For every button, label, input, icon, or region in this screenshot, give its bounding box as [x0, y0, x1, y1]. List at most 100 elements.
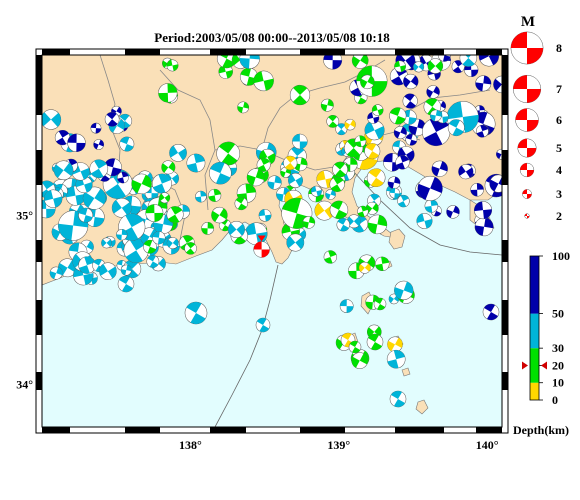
- earthquake-mechanism: [366, 168, 386, 188]
- earthquake-mechanism: [344, 118, 356, 131]
- earthquake-mechanism: [258, 208, 272, 222]
- earthquake-mechanism: [184, 242, 197, 255]
- earthquake-mechanism: [117, 171, 129, 184]
- magnitude-legend-symbol: [522, 189, 532, 199]
- earthquake-mechanism: [255, 317, 271, 333]
- earthquake-mechanism: [351, 55, 369, 69]
- earthquake-mechanism: [329, 200, 349, 220]
- earthquake-mechanism: [478, 55, 499, 67]
- earthquake-mechanism: [394, 280, 414, 300]
- earthquake-mechanism: [431, 160, 448, 177]
- magnitude-legend-label: 5: [556, 141, 562, 155]
- earthquake-mechanism: [145, 204, 164, 222]
- magnitude-legend-symbol: [519, 162, 535, 178]
- earthquake-mechanism: [458, 164, 474, 180]
- earthquake-mechanism: [117, 275, 135, 293]
- latitude-tick-label: 34°: [16, 378, 33, 392]
- earthquake-mechanism: [237, 101, 249, 114]
- magnitude-legend-label: 7: [556, 82, 562, 96]
- earthquake-mechanism: [417, 175, 443, 201]
- depth-color-band: [530, 256, 539, 314]
- earthquake-mechanism: [143, 239, 157, 254]
- earthquake-mechanism: [184, 301, 208, 325]
- depth-color-band: [530, 348, 539, 383]
- earthquake-mechanism: [78, 207, 94, 223]
- earthquake-mechanism: [429, 109, 442, 122]
- earthquake-mechanism: [186, 153, 206, 173]
- earthquake-mechanism: [416, 213, 433, 229]
- land-hachijojima: [415, 399, 429, 415]
- magnitude-legend-symbol: [512, 74, 542, 104]
- earthquake-mechanism: [371, 104, 384, 116]
- earthquake-mechanism: [44, 189, 63, 208]
- earthquake-mechanism: [310, 185, 322, 197]
- earthquake-mechanism: [489, 174, 502, 193]
- earthquake-mechanism: [146, 255, 160, 268]
- earthquake-mechanism: [82, 186, 106, 210]
- earthquake-mechanism: [246, 168, 265, 187]
- earthquake-mechanism: [283, 155, 298, 171]
- earthquake-mechanism: [496, 148, 502, 160]
- earthquake-mechanism: [451, 60, 465, 74]
- earthquake-mechanism: [42, 109, 62, 130]
- earthquake-mechanism: [101, 237, 112, 249]
- depth-tick-label: 10: [552, 376, 564, 390]
- earthquake-mechanism: [211, 206, 228, 224]
- earthquake-mechanism: [474, 217, 494, 237]
- earthquake-mechanism: [426, 85, 440, 99]
- earthquake-mechanism: [302, 216, 316, 229]
- magnitude-legend-symbol: [510, 31, 544, 65]
- earthquake-mechanism: [159, 192, 171, 204]
- earthquake-mechanism: [393, 126, 407, 140]
- earthquake-mechanism: [394, 60, 406, 73]
- magnitude-legend-symbol: [515, 108, 539, 132]
- earthquake-mechanism: [152, 173, 172, 194]
- earthquake-mechanism: [405, 133, 418, 146]
- longitude-tick-label: 138°: [179, 438, 202, 452]
- earthquake-mechanism: [293, 157, 308, 172]
- earthquake-mechanism: [111, 197, 132, 218]
- earthquake-mechanism: [104, 111, 120, 127]
- earthquake-mechanism: [326, 115, 340, 128]
- earthquake-mechanism: [360, 74, 375, 90]
- earthquake-mechanism: [288, 172, 303, 188]
- earthquake-mechanism: [166, 59, 179, 72]
- magnitude-legend-label: 4: [556, 163, 562, 177]
- map-panel: 138° 139° 140° 35° 34°: [16, 48, 509, 452]
- earthquake-mechanism: [422, 117, 451, 147]
- period-title: Period:2003/05/08 00:00--2013/05/08 10:1…: [154, 30, 390, 45]
- earthquake-mechanism: [166, 237, 179, 249]
- magnitude-legend-label: 6: [556, 113, 562, 127]
- depth-color-band: [530, 382, 539, 400]
- longitude-tick-label: 140°: [476, 438, 499, 452]
- magnitude-legend-label: 3: [556, 187, 562, 201]
- latitude-tick-label: 35°: [16, 209, 33, 223]
- earthquake-mechanism: [120, 264, 132, 276]
- earthquake-mechanism: [329, 176, 345, 192]
- earthquake-mechanism: [58, 258, 77, 278]
- earthquake-mechanism: [357, 205, 369, 218]
- magnitude-legend-title: M: [521, 14, 535, 30]
- earthquake-mechanism: [386, 349, 406, 369]
- depth-tick-label: 50: [552, 307, 564, 321]
- earthquake-mechanism: [339, 299, 354, 313]
- earthquake-mechanism: [166, 206, 184, 224]
- earthquake-mechanism: [104, 158, 122, 177]
- earthquake-mechanism: [49, 266, 63, 280]
- map-frame-ticks: [35, 48, 509, 434]
- earthquake-mechanism: [459, 55, 478, 67]
- earthquake-mechanism: [267, 175, 282, 190]
- earthquake-mechanism: [403, 73, 419, 90]
- earthquake-mechanism: [90, 122, 102, 134]
- earthquake-mechanism: [366, 333, 384, 351]
- earthquake-mechanism: [351, 352, 369, 369]
- earthquake-mechanism: [239, 55, 260, 69]
- earthquake-mechanism: [161, 160, 176, 175]
- depth-marker-arrows: [522, 361, 547, 370]
- earthquake-mechanism: [402, 93, 418, 109]
- earthquake-mechanism: [53, 160, 74, 181]
- earthquake-mechanism: [201, 222, 214, 235]
- longitude-tick-label: 139°: [327, 438, 350, 452]
- earthquake-mechanism: [218, 64, 233, 79]
